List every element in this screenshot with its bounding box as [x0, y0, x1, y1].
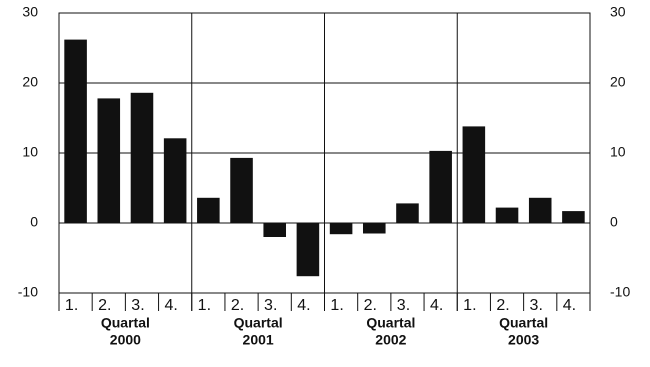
- bar: [296, 223, 320, 277]
- y-tick-label: 30: [22, 4, 38, 20]
- group-label: 2002: [375, 332, 406, 348]
- group-label: 2001: [243, 332, 274, 348]
- bar: [64, 39, 87, 223]
- y-tick-label: 20: [22, 74, 38, 90]
- bar: [495, 207, 519, 223]
- bar: [263, 223, 287, 237]
- x-tick-label: 1.: [330, 297, 343, 314]
- group-label: Quartal: [101, 315, 150, 331]
- y2-tick-label: 30: [610, 4, 626, 20]
- x-tick-label: 3.: [131, 297, 144, 314]
- x-tick-label: 2.: [98, 297, 111, 314]
- y2-tick-label: 0: [610, 214, 618, 230]
- x-tick-label: 1.: [65, 297, 78, 314]
- x-tick-label: 4.: [563, 297, 576, 314]
- y2-tick-label: -10: [610, 284, 630, 300]
- group-label: Quartal: [234, 315, 283, 331]
- x-tick-label: 4.: [430, 297, 443, 314]
- x-tick-label: 3.: [530, 297, 543, 314]
- bar: [362, 223, 386, 234]
- group-label: Quartal: [366, 315, 415, 331]
- bar: [562, 211, 585, 223]
- y-tick-label: 10: [22, 144, 38, 160]
- y-tick-label: 0: [30, 214, 38, 230]
- plot-frame: [58, 12, 591, 294]
- x-tick-label: 2.: [364, 297, 377, 314]
- x-tick-label: 2.: [496, 297, 509, 314]
- bar: [197, 197, 220, 223]
- group-label: 2003: [508, 332, 539, 348]
- y2-tick-label: 10: [610, 144, 626, 160]
- x-tick-label: 1.: [198, 297, 211, 314]
- x-tick-label: 4.: [164, 297, 177, 314]
- x-tick-label: 1.: [463, 297, 476, 314]
- bar: [97, 98, 121, 223]
- x-tick-label: 2.: [231, 297, 244, 314]
- bar: [429, 150, 452, 223]
- x-tick-label: 4.: [297, 297, 310, 314]
- bar: [130, 92, 154, 223]
- y2-tick-label: 20: [610, 74, 626, 90]
- bar: [528, 197, 552, 223]
- group-label: 2000: [110, 332, 141, 348]
- x-tick-label: 3.: [264, 297, 277, 314]
- bar: [462, 126, 486, 223]
- y-tick-label: -10: [18, 284, 38, 300]
- x-tick-label: 3.: [397, 297, 410, 314]
- bar: [329, 223, 353, 235]
- bar: [163, 138, 187, 223]
- bar: [396, 203, 419, 223]
- bar: [230, 157, 253, 223]
- group-label: Quartal: [499, 315, 548, 331]
